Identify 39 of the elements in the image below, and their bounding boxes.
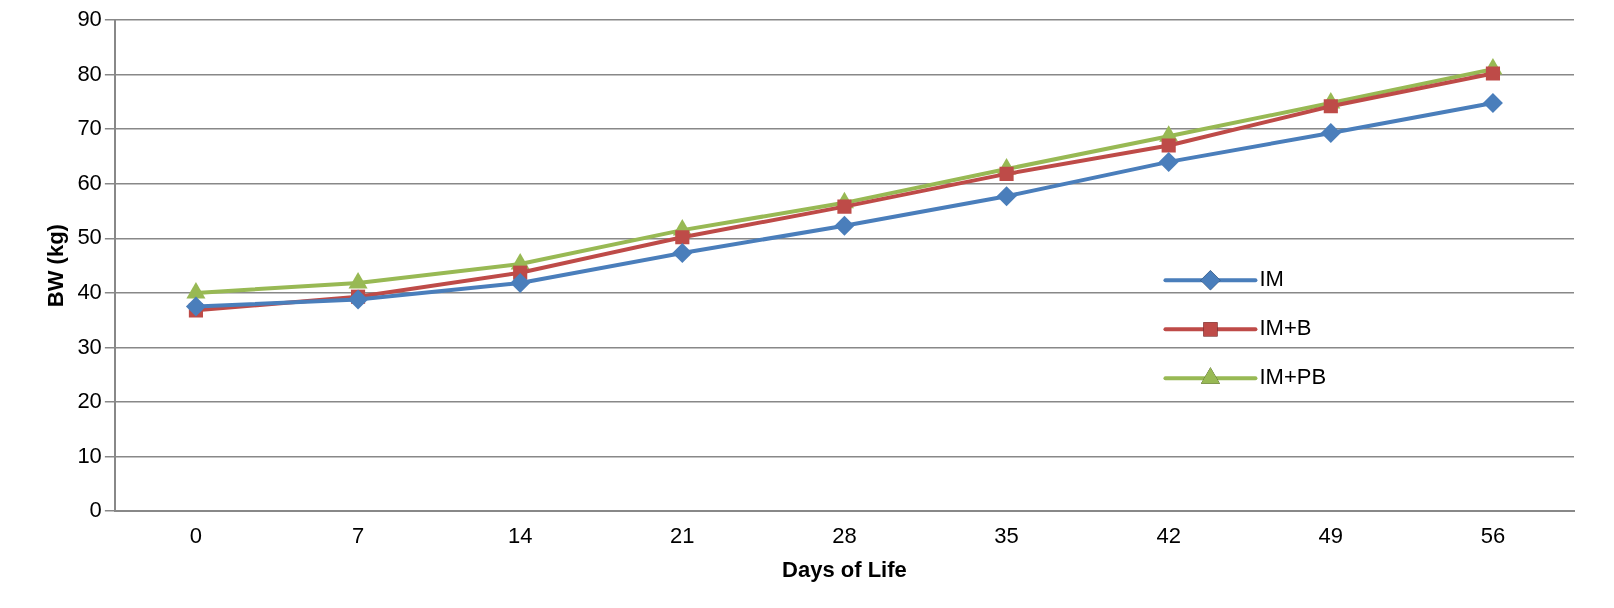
y-tick-label: 70 xyxy=(77,115,102,141)
y-axis-title: BW (kg) xyxy=(43,224,69,308)
point xyxy=(996,186,1017,207)
point xyxy=(1323,99,1338,114)
legend-label: IM xyxy=(1259,266,1284,292)
y-tick-label: 10 xyxy=(77,442,102,468)
legend-label: IM+PB xyxy=(1259,364,1327,390)
x-tick-label: 7 xyxy=(351,523,365,549)
point xyxy=(837,199,852,214)
point xyxy=(672,243,693,264)
x-tick-label: 0 xyxy=(189,523,203,549)
x-tick-label: 42 xyxy=(1156,523,1181,549)
point xyxy=(1320,122,1341,143)
legend-label: IM+B xyxy=(1259,315,1312,341)
y-tick-label: 80 xyxy=(77,60,102,86)
x-tick-label: 49 xyxy=(1318,523,1344,549)
point xyxy=(999,166,1014,181)
x-tick-label: 28 xyxy=(832,523,857,549)
point xyxy=(1161,138,1176,153)
point xyxy=(1485,66,1501,81)
point xyxy=(348,289,369,310)
y-tick-label: 60 xyxy=(77,169,102,195)
y-tick-label: 50 xyxy=(77,224,102,250)
point xyxy=(1158,151,1179,172)
y-tick-label: 20 xyxy=(77,388,102,414)
point xyxy=(675,230,690,245)
point xyxy=(185,296,206,317)
x-tick-label: 21 xyxy=(670,523,695,549)
point xyxy=(834,215,855,236)
x-tick-label: 56 xyxy=(1480,523,1506,549)
y-tick-label: 90 xyxy=(77,6,102,32)
y-tick-label: 40 xyxy=(77,278,102,304)
x-axis-title: Days of Life xyxy=(782,556,907,582)
point xyxy=(1482,92,1503,113)
x-tick-label: 14 xyxy=(507,523,533,549)
x-tick-label: 35 xyxy=(994,523,1019,549)
y-tick-label: 0 xyxy=(89,497,102,523)
point xyxy=(510,273,531,294)
y-tick-label: 30 xyxy=(77,333,102,359)
